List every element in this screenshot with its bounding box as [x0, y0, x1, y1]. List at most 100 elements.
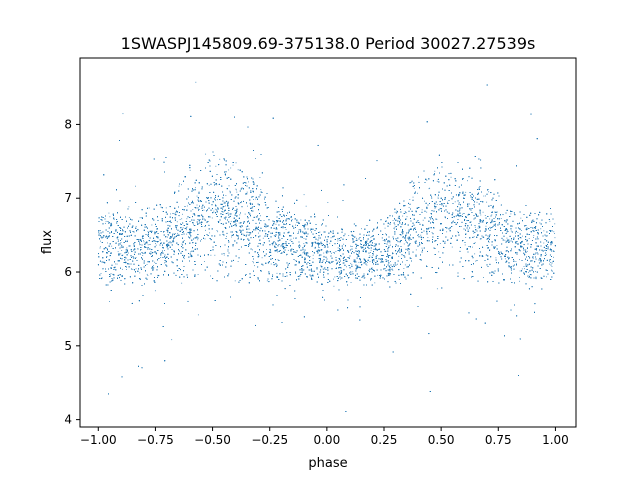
data-point	[474, 226, 476, 228]
data-point	[465, 191, 467, 193]
data-point	[255, 229, 257, 230]
data-point	[170, 213, 172, 215]
data-point	[255, 198, 257, 200]
data-point	[260, 215, 261, 217]
data-point	[530, 270, 531, 272]
data-point	[392, 220, 394, 221]
data-point	[105, 220, 107, 222]
data-point	[127, 251, 129, 253]
data-point	[115, 242, 117, 244]
data-point	[417, 192, 418, 194]
data-point	[200, 201, 202, 202]
data-point	[330, 261, 332, 263]
data-point	[303, 194, 305, 196]
data-point	[426, 211, 428, 213]
data-point	[246, 191, 248, 193]
data-point	[400, 223, 402, 225]
data-point	[526, 247, 528, 249]
data-point	[302, 252, 304, 254]
data-point	[550, 269, 552, 271]
data-point	[225, 195, 227, 197]
data-point	[472, 246, 473, 248]
data-point	[167, 236, 168, 238]
data-point	[515, 261, 517, 262]
data-point	[255, 229, 257, 231]
data-point	[506, 237, 508, 239]
data-point	[186, 210, 188, 211]
data-point	[373, 260, 375, 262]
data-point	[349, 258, 350, 260]
data-point	[110, 275, 111, 277]
data-point	[334, 276, 336, 278]
data-point	[488, 241, 490, 243]
data-point	[286, 254, 287, 256]
data-point	[154, 251, 156, 252]
data-point	[147, 275, 149, 276]
data-point	[182, 213, 183, 215]
data-point	[203, 261, 205, 262]
data-point	[106, 256, 108, 257]
data-point	[197, 314, 199, 316]
data-point	[352, 271, 354, 273]
data-point	[496, 245, 498, 246]
data-point	[403, 237, 405, 239]
data-point	[528, 238, 530, 239]
data-point	[330, 237, 332, 239]
data-point	[190, 251, 192, 253]
data-point	[532, 256, 534, 258]
data-point	[523, 266, 525, 267]
data-point	[358, 250, 359, 251]
data-point	[436, 218, 438, 220]
data-point	[377, 274, 379, 276]
data-point	[350, 282, 352, 283]
data-point	[197, 239, 199, 241]
data-point	[147, 244, 149, 246]
data-point	[341, 231, 343, 233]
data-point	[186, 205, 188, 207]
data-point	[293, 237, 294, 239]
data-point	[546, 276, 547, 278]
data-point	[223, 254, 225, 256]
data-point	[385, 233, 387, 235]
data-point	[111, 245, 113, 247]
data-point	[403, 243, 405, 245]
data-point	[447, 201, 448, 203]
data-point	[421, 209, 423, 211]
data-point	[108, 212, 110, 214]
data-point	[521, 241, 523, 243]
data-point	[361, 246, 363, 248]
data-point	[180, 184, 182, 186]
data-point	[490, 228, 492, 230]
data-point	[183, 258, 185, 260]
data-point	[211, 217, 213, 219]
data-point	[278, 236, 279, 238]
data-point	[333, 278, 334, 280]
data-point	[547, 235, 548, 237]
data-point	[174, 251, 175, 253]
data-point	[474, 253, 476, 255]
data-point	[525, 229, 527, 231]
data-point	[214, 254, 216, 256]
data-point	[327, 202, 329, 203]
data-point	[204, 238, 206, 240]
data-point	[118, 240, 119, 242]
data-point	[139, 272, 141, 274]
data-point	[394, 228, 396, 230]
data-point	[551, 266, 553, 267]
data-point	[322, 268, 324, 270]
data-point	[510, 269, 512, 271]
data-point	[117, 251, 119, 253]
data-point	[107, 242, 108, 244]
data-point	[483, 277, 484, 278]
data-point	[186, 218, 188, 220]
data-point	[235, 162, 237, 164]
data-point	[241, 226, 243, 227]
data-point	[237, 261, 239, 262]
data-point	[520, 237, 522, 239]
data-point	[429, 187, 431, 189]
data-point	[519, 280, 521, 282]
data-point	[543, 242, 545, 244]
data-point	[277, 251, 279, 253]
data-point	[222, 230, 224, 232]
